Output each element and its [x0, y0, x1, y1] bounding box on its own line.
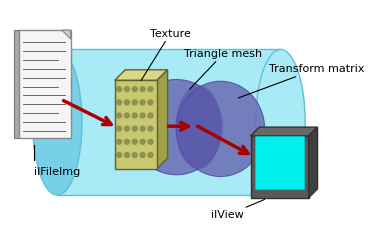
Ellipse shape — [130, 80, 223, 175]
Text: ilFileImg: ilFileImg — [33, 167, 80, 177]
Circle shape — [140, 126, 145, 131]
FancyBboxPatch shape — [19, 30, 70, 138]
FancyBboxPatch shape — [58, 49, 280, 195]
Circle shape — [124, 100, 129, 105]
Text: Triangle mesh: Triangle mesh — [184, 49, 262, 89]
Ellipse shape — [175, 85, 221, 169]
Circle shape — [148, 153, 153, 157]
Circle shape — [124, 113, 129, 118]
Circle shape — [148, 126, 153, 131]
Circle shape — [148, 100, 153, 105]
Circle shape — [140, 87, 145, 92]
Circle shape — [116, 87, 122, 92]
Circle shape — [124, 87, 129, 92]
Circle shape — [148, 87, 153, 92]
Circle shape — [124, 139, 129, 144]
Ellipse shape — [177, 81, 265, 176]
Circle shape — [132, 153, 137, 157]
Circle shape — [116, 113, 122, 118]
Circle shape — [132, 113, 137, 118]
Circle shape — [132, 139, 137, 144]
FancyBboxPatch shape — [250, 136, 309, 198]
Circle shape — [132, 87, 137, 92]
Circle shape — [140, 139, 145, 144]
Text: Transform matrix: Transform matrix — [238, 64, 365, 98]
FancyBboxPatch shape — [14, 30, 19, 138]
Circle shape — [148, 139, 153, 144]
Circle shape — [124, 126, 129, 131]
Text: Texture: Texture — [141, 29, 191, 80]
Polygon shape — [157, 70, 168, 168]
Circle shape — [116, 100, 122, 105]
Circle shape — [140, 153, 145, 157]
Ellipse shape — [33, 49, 82, 195]
FancyBboxPatch shape — [255, 136, 304, 189]
Circle shape — [140, 100, 145, 105]
Polygon shape — [309, 127, 318, 198]
Circle shape — [116, 139, 122, 144]
Polygon shape — [62, 30, 70, 39]
Circle shape — [132, 100, 137, 105]
Ellipse shape — [256, 49, 305, 195]
FancyBboxPatch shape — [115, 80, 157, 168]
Circle shape — [116, 126, 122, 131]
Circle shape — [116, 153, 122, 157]
Text: ilView: ilView — [211, 200, 265, 220]
Circle shape — [140, 113, 145, 118]
Polygon shape — [115, 70, 168, 80]
Circle shape — [124, 153, 129, 157]
Circle shape — [132, 126, 137, 131]
Circle shape — [148, 113, 153, 118]
Polygon shape — [250, 127, 318, 136]
